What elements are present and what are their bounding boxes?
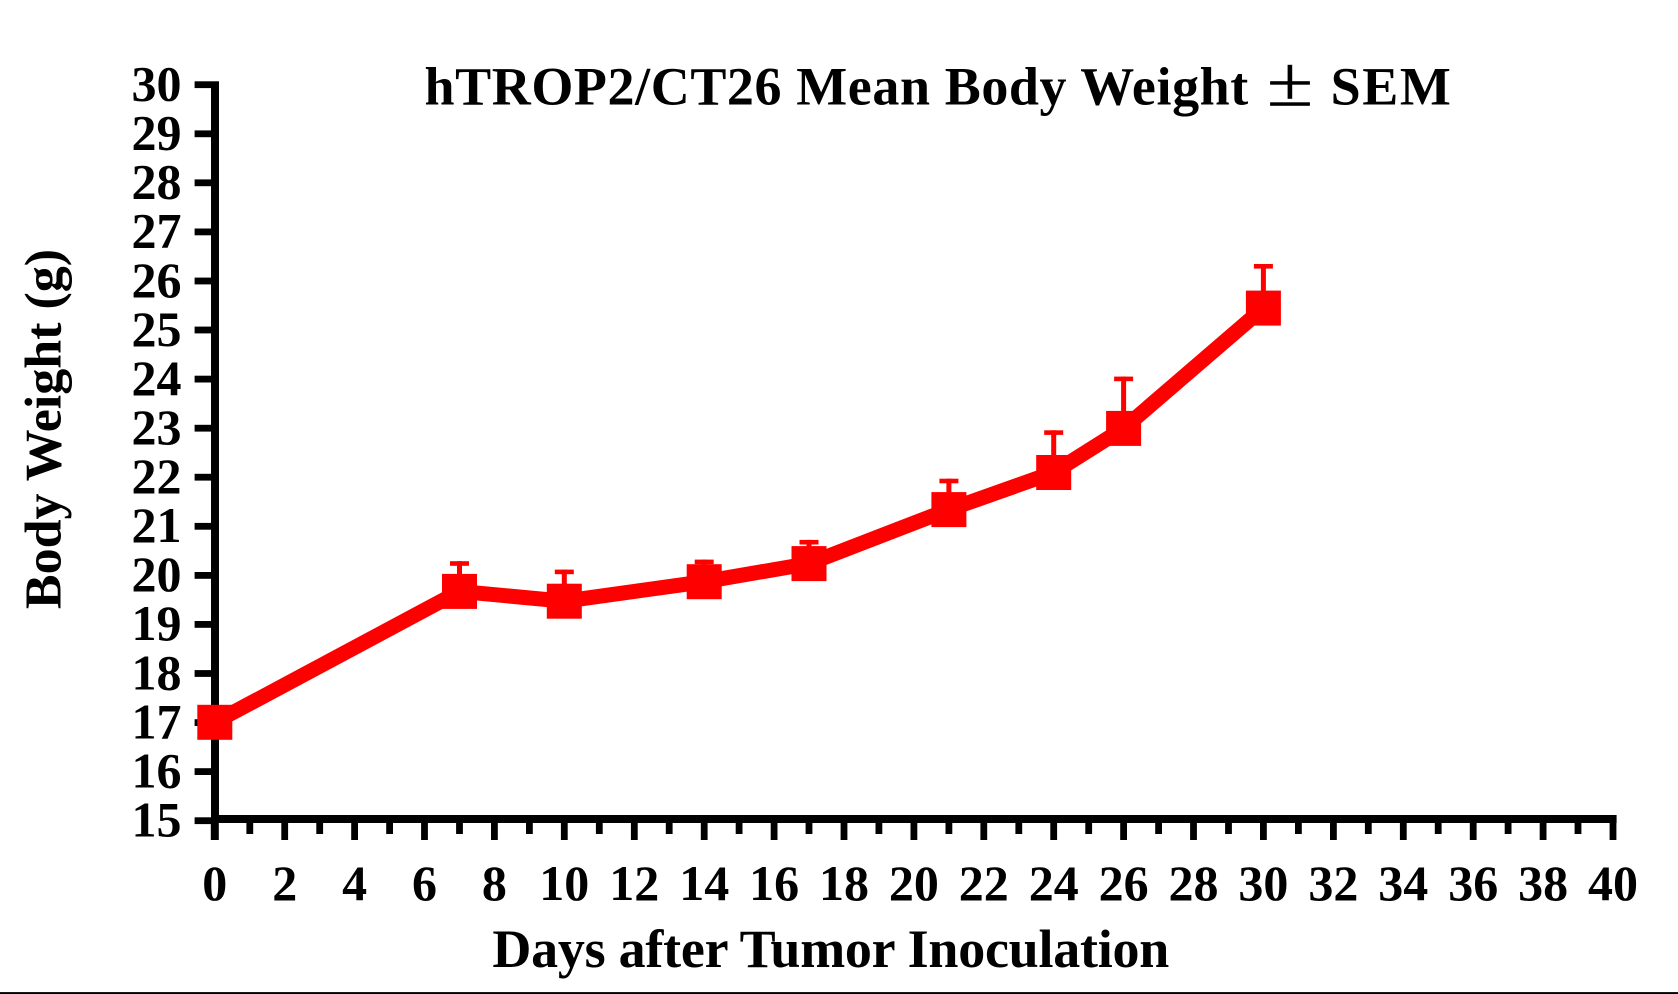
svg-text:18: 18 (132, 644, 182, 700)
svg-text:25: 25 (132, 301, 182, 357)
svg-text:21: 21 (132, 497, 182, 553)
svg-text:26: 26 (132, 252, 182, 308)
svg-text:26: 26 (1099, 855, 1149, 911)
svg-text:Body Weight (g): Body Weight (g) (16, 249, 73, 609)
svg-text:14: 14 (679, 855, 729, 911)
svg-text:19: 19 (132, 595, 182, 651)
svg-text:27: 27 (132, 203, 182, 259)
svg-text:20: 20 (889, 855, 939, 911)
svg-text:16: 16 (132, 742, 182, 798)
svg-text:0: 0 (202, 855, 227, 911)
svg-text:22: 22 (132, 448, 182, 504)
svg-text:30: 30 (1238, 855, 1288, 911)
svg-text:29: 29 (132, 105, 182, 161)
svg-text:30: 30 (132, 56, 182, 112)
svg-text:6: 6 (412, 855, 437, 911)
svg-text:24: 24 (1029, 855, 1079, 911)
svg-text:36: 36 (1448, 855, 1498, 911)
svg-text:10: 10 (539, 855, 589, 911)
svg-text:38: 38 (1518, 855, 1568, 911)
svg-text:20: 20 (132, 546, 182, 602)
svg-text:34: 34 (1378, 855, 1428, 911)
svg-text:28: 28 (132, 154, 182, 210)
svg-text:15: 15 (132, 792, 182, 848)
svg-text:23: 23 (132, 399, 182, 455)
svg-text:28: 28 (1169, 855, 1219, 911)
svg-text:16: 16 (749, 855, 799, 911)
svg-text:24: 24 (132, 350, 182, 406)
svg-text:Days after Tumor Inoculation: Days after Tumor Inoculation (492, 919, 1169, 979)
svg-text:17: 17 (132, 693, 182, 749)
svg-text:SEM: SEM (1331, 57, 1453, 117)
svg-text:40: 40 (1588, 855, 1638, 911)
svg-text:12: 12 (609, 855, 659, 911)
svg-text:2: 2 (272, 855, 297, 911)
svg-text:32: 32 (1308, 855, 1358, 911)
svg-text:4: 4 (342, 855, 367, 911)
svg-text:22: 22 (959, 855, 1009, 911)
svg-text:18: 18 (819, 855, 869, 911)
svg-text:hTROP2/CT26 Mean Body Weight: hTROP2/CT26 Mean Body Weight (424, 57, 1248, 117)
svg-text:8: 8 (482, 855, 507, 911)
